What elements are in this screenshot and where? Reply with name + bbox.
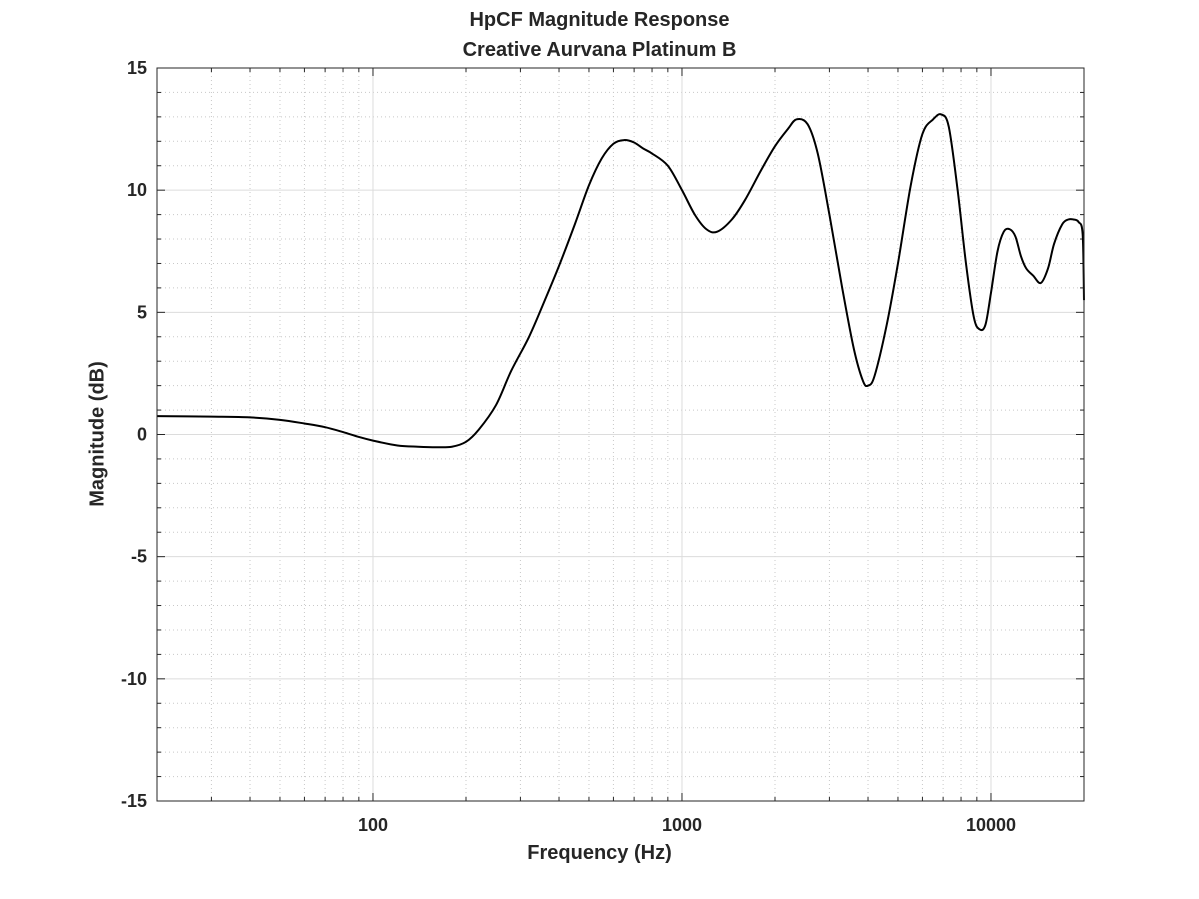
chart-title: HpCF Magnitude Response [469,9,730,31]
y-tick-label: -10 [121,669,147,689]
series-line [156,113,1085,449]
y-tick-label: -15 [121,791,147,811]
chart-subtitle: Creative Aurvana Platinum B [462,39,737,61]
y-tick-label: 5 [137,302,147,322]
x-tick-label: 100 [358,815,388,835]
y-axis-label: Magnitude (dB) [86,361,109,507]
x-tick-label: 10000 [966,815,1016,835]
y-tick-label: -5 [131,547,147,567]
x-axis-label: Frequency (Hz) [527,842,672,864]
y-tick-label: 10 [127,180,147,200]
major-grid [157,68,1084,801]
tick-labels: 100 1000 10000 -15 -10 -5 0 5 10 15 [121,58,1016,835]
x-tick-label: 1000 [662,815,702,835]
y-tick-label: 15 [127,58,147,78]
plot-frame [156,67,1085,802]
y-tick-label: 0 [137,425,147,445]
minor-grid [156,68,1085,801]
